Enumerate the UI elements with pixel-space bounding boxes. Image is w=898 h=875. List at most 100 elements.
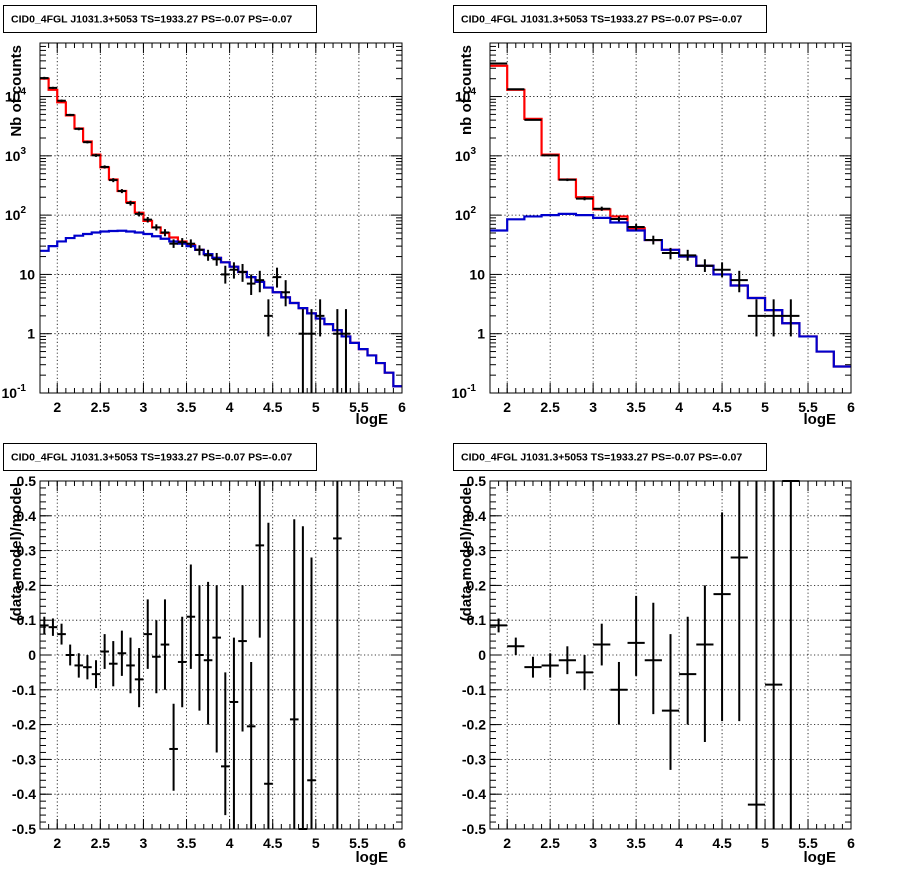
x-tick-label: 3 [589, 399, 597, 415]
chart-title: CID0_4FGL J1031.3+5053 TS=1933.27 PS=-0.… [11, 14, 292, 26]
y-tick-label: 10 [469, 266, 485, 282]
plot-frame [489, 480, 852, 830]
y-tick-label: 103 [455, 146, 477, 164]
x-tick-label: 4 [226, 399, 234, 415]
x-tick-label: 2.5 [540, 835, 560, 851]
x-tick-label: 3.5 [177, 835, 197, 851]
plot-frame [39, 480, 403, 830]
x-tick-label: 5.5 [798, 399, 818, 415]
y-tick-label: 0.3 [17, 543, 37, 559]
data-points [490, 62, 800, 337]
x-axis-label: logE [356, 411, 389, 428]
y-tick-label: 10 [19, 266, 35, 282]
chart-title: CID0_4FGL J1031.3+5053 TS=1933.27 PS=-0.… [11, 452, 292, 464]
x-axis-label: logE [356, 849, 389, 866]
y-tick-label: -0.5 [12, 821, 36, 837]
plot-frame [489, 42, 852, 394]
y-axis-label: nb of counts [458, 45, 475, 135]
y-tick-label: 0.2 [467, 577, 487, 593]
y-tick-label: 0.1 [467, 612, 487, 628]
y-tick-label: 0.5 [17, 473, 37, 489]
chart-title-box [3, 5, 317, 33]
x-tick-label: 3 [140, 399, 148, 415]
y-tick-label: 0.5 [467, 473, 487, 489]
chart-title: CID0_4FGL J1031.3+5053 TS=1933.27 PS=-0.… [461, 452, 742, 464]
x-tick-label: 5.5 [798, 835, 818, 851]
component-model-histogram [490, 212, 851, 368]
y-tick-label: -0.5 [462, 821, 486, 837]
x-tick-label: 3.5 [626, 835, 646, 851]
chart-panel-4: CID0_4FGL J1031.3+5053 TS=1933.27 PS=-0.… [453, 443, 855, 866]
x-tick-label: 5 [312, 399, 320, 415]
x-tick-label: 4 [675, 399, 683, 415]
x-tick-label: 2.5 [540, 399, 560, 415]
y-tick-label: -0.3 [12, 751, 36, 767]
data-points [40, 481, 342, 830]
x-tick-label: 2 [503, 835, 511, 851]
y-tick-label: -0.1 [462, 682, 486, 698]
x-tick-label: 5 [761, 835, 769, 851]
chart-title-box [3, 443, 317, 471]
y-tick-label: -0.2 [462, 717, 486, 733]
y-tick-label: -0.4 [462, 786, 486, 802]
y-tick-label: 1 [477, 326, 485, 342]
x-tick-label: 6 [847, 835, 855, 851]
x-tick-label: 6 [398, 835, 406, 851]
plot-frame [39, 42, 403, 394]
x-tick-label: 4.5 [263, 835, 283, 851]
chart-panel-3: CID0_4FGL J1031.3+5053 TS=1933.27 PS=-0.… [3, 443, 406, 866]
x-tick-label: 5 [312, 835, 320, 851]
x-axis-label: logE [804, 411, 837, 428]
x-tick-label: 5.5 [349, 399, 369, 415]
y-axis-label: Nb of counts [8, 45, 25, 137]
x-tick-label: 2 [53, 835, 61, 851]
component-model-histogram [40, 229, 402, 388]
x-axis-label: logE [804, 849, 837, 866]
chart-title-box [453, 443, 767, 471]
y-tick-label: 0.2 [17, 577, 37, 593]
x-tick-label: 2 [503, 399, 511, 415]
chart-title-box [453, 5, 767, 33]
data-points [490, 480, 800, 829]
y-tick-label: 104 [5, 87, 27, 105]
x-tick-label: 4.5 [263, 399, 283, 415]
x-tick-label: 6 [847, 399, 855, 415]
x-tick-label: 5.5 [349, 835, 369, 851]
y-tick-label: 104 [455, 87, 477, 105]
y-tick-label: 1 [27, 326, 35, 342]
y-tick-label: 0 [478, 647, 486, 663]
x-tick-label: 4.5 [712, 835, 732, 851]
chart-panel-2: CID0_4FGL J1031.3+5053 TS=1933.27 PS=-0.… [452, 5, 855, 428]
y-tick-label: 0 [28, 647, 36, 663]
x-tick-label: 3 [140, 835, 148, 851]
x-tick-label: 4 [226, 835, 234, 851]
x-tick-label: 2.5 [91, 399, 111, 415]
y-tick-label: -0.1 [12, 682, 36, 698]
y-tick-label: 0.4 [17, 508, 37, 524]
x-tick-label: 5 [761, 399, 769, 415]
y-tick-label: -0.4 [12, 786, 36, 802]
x-tick-label: 3.5 [177, 399, 197, 415]
y-axis-label: (data-model)/model [458, 483, 475, 621]
chart-panel-1: CID0_4FGL J1031.3+5053 TS=1933.27 PS=-0.… [2, 5, 406, 428]
x-tick-label: 2 [53, 399, 61, 415]
data-points [40, 76, 351, 393]
y-tick-label: 0.1 [17, 612, 37, 628]
y-tick-label: 0.4 [467, 508, 487, 524]
y-axis-label: (data-model)/model [8, 483, 25, 621]
y-tick-label: 10-1 [2, 383, 27, 401]
y-tick-label: -0.3 [462, 751, 486, 767]
x-tick-label: 4 [675, 835, 683, 851]
y-tick-label: 103 [5, 146, 27, 164]
x-tick-label: 4.5 [712, 399, 732, 415]
x-tick-label: 3.5 [626, 399, 646, 415]
x-tick-label: 2.5 [91, 835, 111, 851]
y-tick-label: 10-1 [452, 383, 477, 401]
x-tick-label: 6 [398, 399, 406, 415]
chart-title: CID0_4FGL J1031.3+5053 TS=1933.27 PS=-0.… [461, 14, 742, 26]
y-tick-label: 102 [5, 205, 27, 223]
y-tick-label: -0.2 [12, 717, 36, 733]
x-tick-label: 3 [589, 835, 597, 851]
y-tick-label: 0.3 [467, 543, 487, 559]
